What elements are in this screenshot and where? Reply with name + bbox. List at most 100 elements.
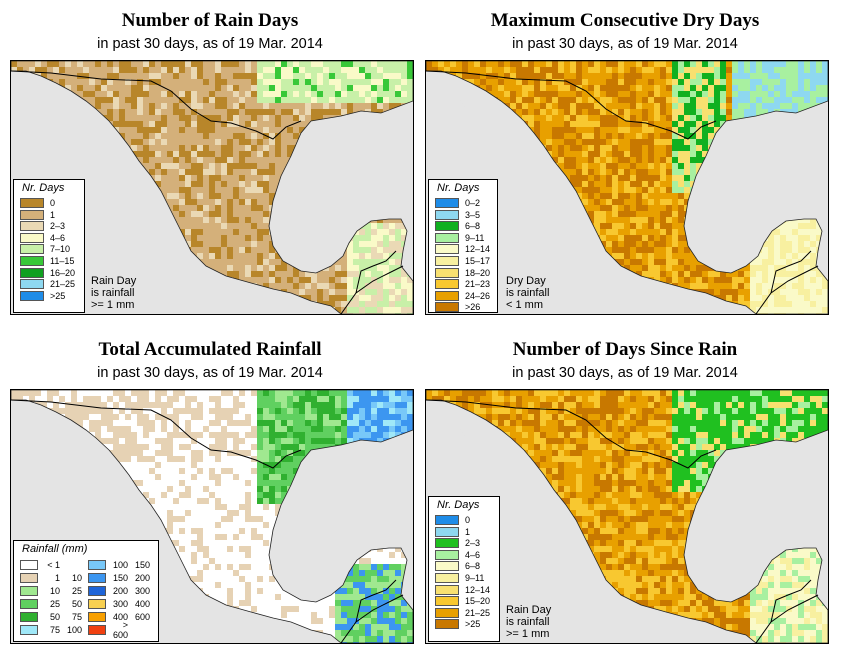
map-canvas xyxy=(11,61,413,314)
legend-swatch xyxy=(435,221,459,232)
map-note: Rain Day is rainfall >= 1 mm xyxy=(91,275,137,311)
legend-item: 12–14 xyxy=(435,584,490,595)
legend-range-low: > 600 xyxy=(112,619,128,640)
legend-label: 9–11 xyxy=(465,573,485,583)
legend-item: 300 400 xyxy=(88,598,150,609)
legend-swatch xyxy=(435,526,459,537)
legend-label: 1 xyxy=(465,526,471,537)
legend-range-low: 25 xyxy=(49,598,60,609)
legend-range-low: 400 xyxy=(112,611,128,622)
country-border xyxy=(11,399,404,643)
legend-swatch xyxy=(435,515,459,525)
legend-swatch xyxy=(20,290,44,301)
legend-range-high: 50 xyxy=(71,598,82,609)
legend-range-high: 200 xyxy=(134,572,150,583)
legend-range-high: 100 xyxy=(66,624,82,635)
legend-item: 75 100 xyxy=(20,624,82,635)
legend-swatch xyxy=(20,598,38,609)
legend-swatch xyxy=(20,198,44,208)
legend-item: 21–25 xyxy=(435,607,491,618)
legend-item: 0 xyxy=(20,198,55,208)
legend-range-low: 1 xyxy=(54,572,60,583)
legend-range-high: 300 xyxy=(134,585,150,596)
panel-subtitle: in past 30 days, as of 19 Mar. 2014 xyxy=(97,365,323,381)
legend-range-low: 150 xyxy=(112,572,128,583)
coastline xyxy=(426,61,828,314)
legend-range-low: 75 xyxy=(49,624,60,635)
legend-item: >25 xyxy=(435,619,480,630)
legend-swatch xyxy=(435,607,459,618)
legend-label: 9–11 xyxy=(465,232,485,243)
legend-item: 21–25 xyxy=(20,279,75,290)
legend-label: 24–26 xyxy=(465,290,491,301)
legend-label: 18–20 xyxy=(465,267,491,278)
legend-range-low: 10 xyxy=(49,585,60,596)
country-border xyxy=(426,70,819,314)
legend-swatch xyxy=(88,611,106,622)
legend-item: >25 xyxy=(20,290,65,301)
legend-label: 21–23 xyxy=(465,279,491,290)
panel-total-rainfall: Total Accumulated Rainfall in past 30 da… xyxy=(0,329,420,658)
gulf-of-california xyxy=(452,83,521,185)
legend-swatch xyxy=(88,572,106,583)
legend-range-high: 25 xyxy=(71,585,82,596)
map-note: Rain Day is rainfall >= 1 mm xyxy=(506,604,552,640)
legend-swatch xyxy=(88,559,106,570)
map-dry-days: Nr. Days 0–2 3–5 6–8 9–11 12–14 15–17 18–20 21–… xyxy=(425,60,829,315)
legend-swatch xyxy=(435,561,459,572)
legend-label: 4–6 xyxy=(465,549,481,560)
legend-swatch xyxy=(20,624,38,635)
legend-item: 0 xyxy=(435,515,470,525)
legend-title: Nr. Days xyxy=(22,182,65,194)
legend: Nr. Days 0–2 3–5 6–8 9–11 12–14 15–17 18–20 21–… xyxy=(428,179,498,313)
legend-item: 9–11 xyxy=(435,573,484,583)
legend-label: 3–5 xyxy=(465,209,481,220)
legend-swatch xyxy=(435,290,459,301)
legend-swatch xyxy=(435,538,459,549)
legend-item: 6–8 xyxy=(435,221,480,232)
legend-item: 12–14 xyxy=(435,244,490,255)
legend-swatch xyxy=(435,584,459,595)
legend-swatch xyxy=(435,209,459,220)
legend-range-low: 100 xyxy=(112,559,128,570)
map-canvas xyxy=(426,390,828,643)
legend-label: 16–20 xyxy=(50,267,76,278)
legend-label: 15–17 xyxy=(465,256,491,266)
panel-title: Number of Days Since Rain xyxy=(512,339,738,360)
legend-range-high: 600 xyxy=(134,611,150,622)
legend-label: 2–3 xyxy=(50,221,66,232)
legend-item: 4–6 xyxy=(435,549,481,560)
map-rain-days: Nr. Days 0 1 2–3 4–6 7–10 11–15 16–20 21–25 >25 … xyxy=(10,60,414,315)
legend-range-high: 75 xyxy=(71,611,82,622)
legend-swatch xyxy=(20,267,44,278)
legend-swatch xyxy=(435,198,459,208)
legend-item: 3–5 xyxy=(435,209,481,220)
panel-subtitle: in past 30 days, as of 19 Mar. 2014 xyxy=(512,36,738,52)
legend-item: 10 25 xyxy=(20,585,82,596)
panel-rain-days: Number of Rain Days in past 30 days, as … xyxy=(0,0,420,329)
legend-swatch xyxy=(435,279,459,290)
panel-subtitle: in past 30 days, as of 19 Mar. 2014 xyxy=(512,365,738,381)
legend-label: 0 xyxy=(50,198,56,208)
legend-item: 2–3 xyxy=(435,538,480,549)
legend-item: 15–17 xyxy=(435,256,490,266)
legend-item: 400 600 xyxy=(88,611,150,622)
coastline xyxy=(11,390,413,643)
legend-item: 100 150 xyxy=(88,559,150,570)
legend-swatch xyxy=(20,559,38,570)
panel-days-since-rain: Number of Days Since Rain in past 30 day… xyxy=(415,329,835,658)
legend-label: 0 xyxy=(465,515,471,525)
legend-item: 11–15 xyxy=(20,256,74,266)
legend-item: >26 xyxy=(435,302,480,313)
legend-swatch xyxy=(20,279,44,290)
legend-label: 21–25 xyxy=(465,607,491,618)
legend-item: 9–11 xyxy=(435,232,485,243)
legend-swatch xyxy=(20,209,44,220)
panel-title: Maximum Consecutive Dry Days xyxy=(490,10,760,31)
legend-swatch xyxy=(435,256,459,266)
legend-item: 16–20 xyxy=(20,267,76,278)
legend-item: < 1 xyxy=(20,559,82,570)
legend-swatch xyxy=(88,585,106,596)
panel-consecutive-dry-days: Maximum Consecutive Dry Days in past 30 … xyxy=(415,0,835,329)
panel-title: Total Accumulated Rainfall xyxy=(98,339,322,360)
